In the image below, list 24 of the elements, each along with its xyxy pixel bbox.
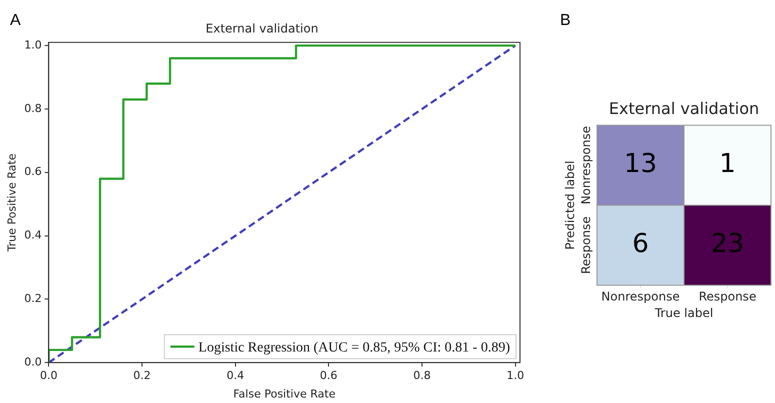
- x-tick-label: 0.6: [320, 369, 338, 382]
- y-tick-label: 0.0: [24, 355, 42, 368]
- data-label: 13: [624, 148, 658, 179]
- y-tick-label: 0.4: [24, 228, 42, 242]
- x-tick-label: 0.2: [133, 369, 151, 382]
- y-tick-label: 0.8: [24, 102, 42, 115]
- x-tick-label: 0.0: [40, 369, 58, 382]
- y-tick-label: 1.0: [24, 38, 42, 52]
- chart-title: External validation: [206, 21, 318, 36]
- x-axis-title: False Positive Rate: [233, 387, 336, 400]
- x-tick-label: 1.0: [506, 369, 524, 382]
- y-tick-label: 0.6: [24, 165, 42, 178]
- text: A: [10, 12, 21, 30]
- data-label: 6: [632, 228, 649, 259]
- chart-title: External validation: [608, 98, 760, 118]
- text: B: [560, 12, 571, 30]
- y-axis-title: Predicted label: [563, 160, 578, 250]
- data-label: 1: [719, 148, 736, 179]
- legend-label: Logistic Regression (AUC = 0.85, 95% CI: 0.81 - 0.89): [198, 340, 510, 356]
- x-tick-label: 0.8: [413, 369, 431, 382]
- y-axis-title: True Positive Rate: [5, 153, 18, 252]
- data-label: 23: [710, 228, 744, 259]
- x-axis-title: True label: [654, 306, 714, 320]
- x-tick-label: 0.4: [226, 369, 244, 382]
